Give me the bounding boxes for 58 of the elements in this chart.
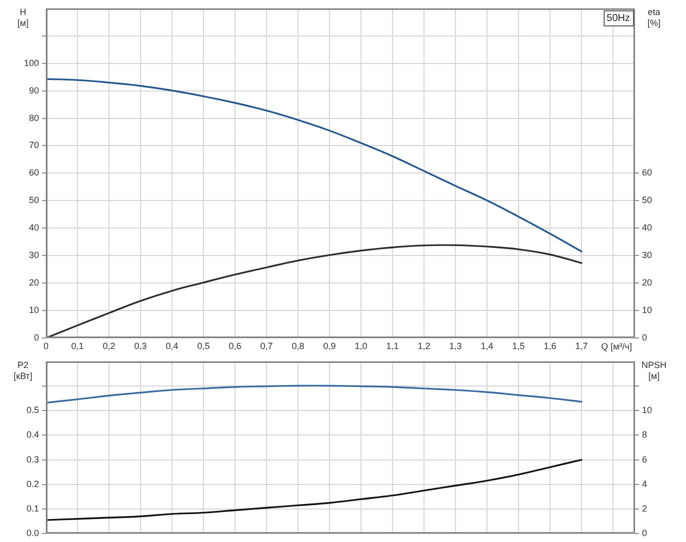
line-series — [46, 244, 582, 338]
line-series — [46, 78, 582, 252]
y-tick-label: 0.4 — [26, 430, 39, 440]
x-axis-title: Q [м³/ч] — [601, 341, 632, 352]
x-tick-label: 1,0 — [354, 340, 368, 351]
x-tick-label: 1,4 — [480, 340, 494, 351]
x-tick-label: 1,1 — [386, 340, 399, 351]
line-series — [46, 384, 582, 404]
x-tick-label: 0,5 — [197, 340, 210, 351]
y-tick-label: 50 — [28, 195, 39, 206]
x-tick-label: 1,3 — [449, 340, 462, 351]
x-tick-label: 0,6 — [228, 340, 242, 351]
x-tick-label: 0,9 — [323, 340, 336, 351]
y2-tick-label: 0 — [642, 528, 648, 538]
y-tick-label: 100 — [24, 58, 39, 68]
x-tick-label: 1,2 — [418, 340, 430, 351]
y2-tick-label: 8 — [642, 430, 648, 440]
y-tick-label: 80 — [28, 112, 39, 123]
y-tick-label: 0.2 — [26, 478, 39, 489]
y2-tick-label: 2 — [642, 503, 648, 514]
annotation: 50Hz — [606, 13, 630, 24]
y-axis-title: P2 [кВт] — [14, 360, 32, 381]
x-tick-label: 1,6 — [544, 340, 556, 351]
x-tick-label: 0,4 — [166, 340, 178, 351]
y2-tick-label: 10 — [642, 405, 652, 416]
y2-tick-label: 40 — [642, 222, 652, 233]
y-tick-label: 0.3 — [26, 454, 39, 464]
y-tick-label: 30 — [28, 250, 39, 260]
x-tick-label: 0,7 — [260, 340, 273, 351]
y2-tick-label: 0 — [642, 332, 648, 342]
x-tick-label: 0,2 — [102, 340, 116, 351]
y2-tick-label: 6 — [642, 454, 648, 464]
y2-axis-title: NPSH [м] — [641, 360, 667, 381]
y2-tick-label: 4 — [642, 478, 648, 489]
x-tick-label: 0,1 — [71, 340, 84, 351]
y-tick-label: 60 — [28, 168, 39, 178]
y2-tick-label: 50 — [642, 195, 652, 206]
x-tick-label: 0,3 — [134, 340, 147, 351]
y-axis-title: H [м] — [17, 6, 29, 28]
y-tick-label: 0.0 — [26, 528, 39, 538]
y2-tick-label: 60 — [642, 168, 652, 178]
y-tick-label: 0.1 — [26, 503, 39, 514]
y-tick-label: 0.5 — [26, 405, 39, 416]
y2-axis-title: eta [%] — [647, 6, 661, 28]
y2-tick-label: 30 — [642, 250, 652, 260]
x-tick-label: 0 — [43, 340, 49, 351]
x-tick-label: 1,5 — [512, 340, 525, 351]
y-tick-label: 90 — [28, 85, 39, 96]
x-tick-label: 0,8 — [292, 340, 304, 351]
y-tick-label: 10 — [28, 305, 39, 316]
y2-tick-label: 20 — [642, 278, 652, 288]
y-tick-label: 40 — [28, 222, 39, 233]
x-tick-label: 1,7 — [575, 340, 588, 351]
line-series — [46, 458, 582, 521]
y2-tick-label: 10 — [642, 305, 652, 316]
y-tick-label: 0 — [34, 332, 39, 342]
y-tick-label: 20 — [28, 278, 39, 288]
y-tick-label: 70 — [28, 140, 39, 150]
